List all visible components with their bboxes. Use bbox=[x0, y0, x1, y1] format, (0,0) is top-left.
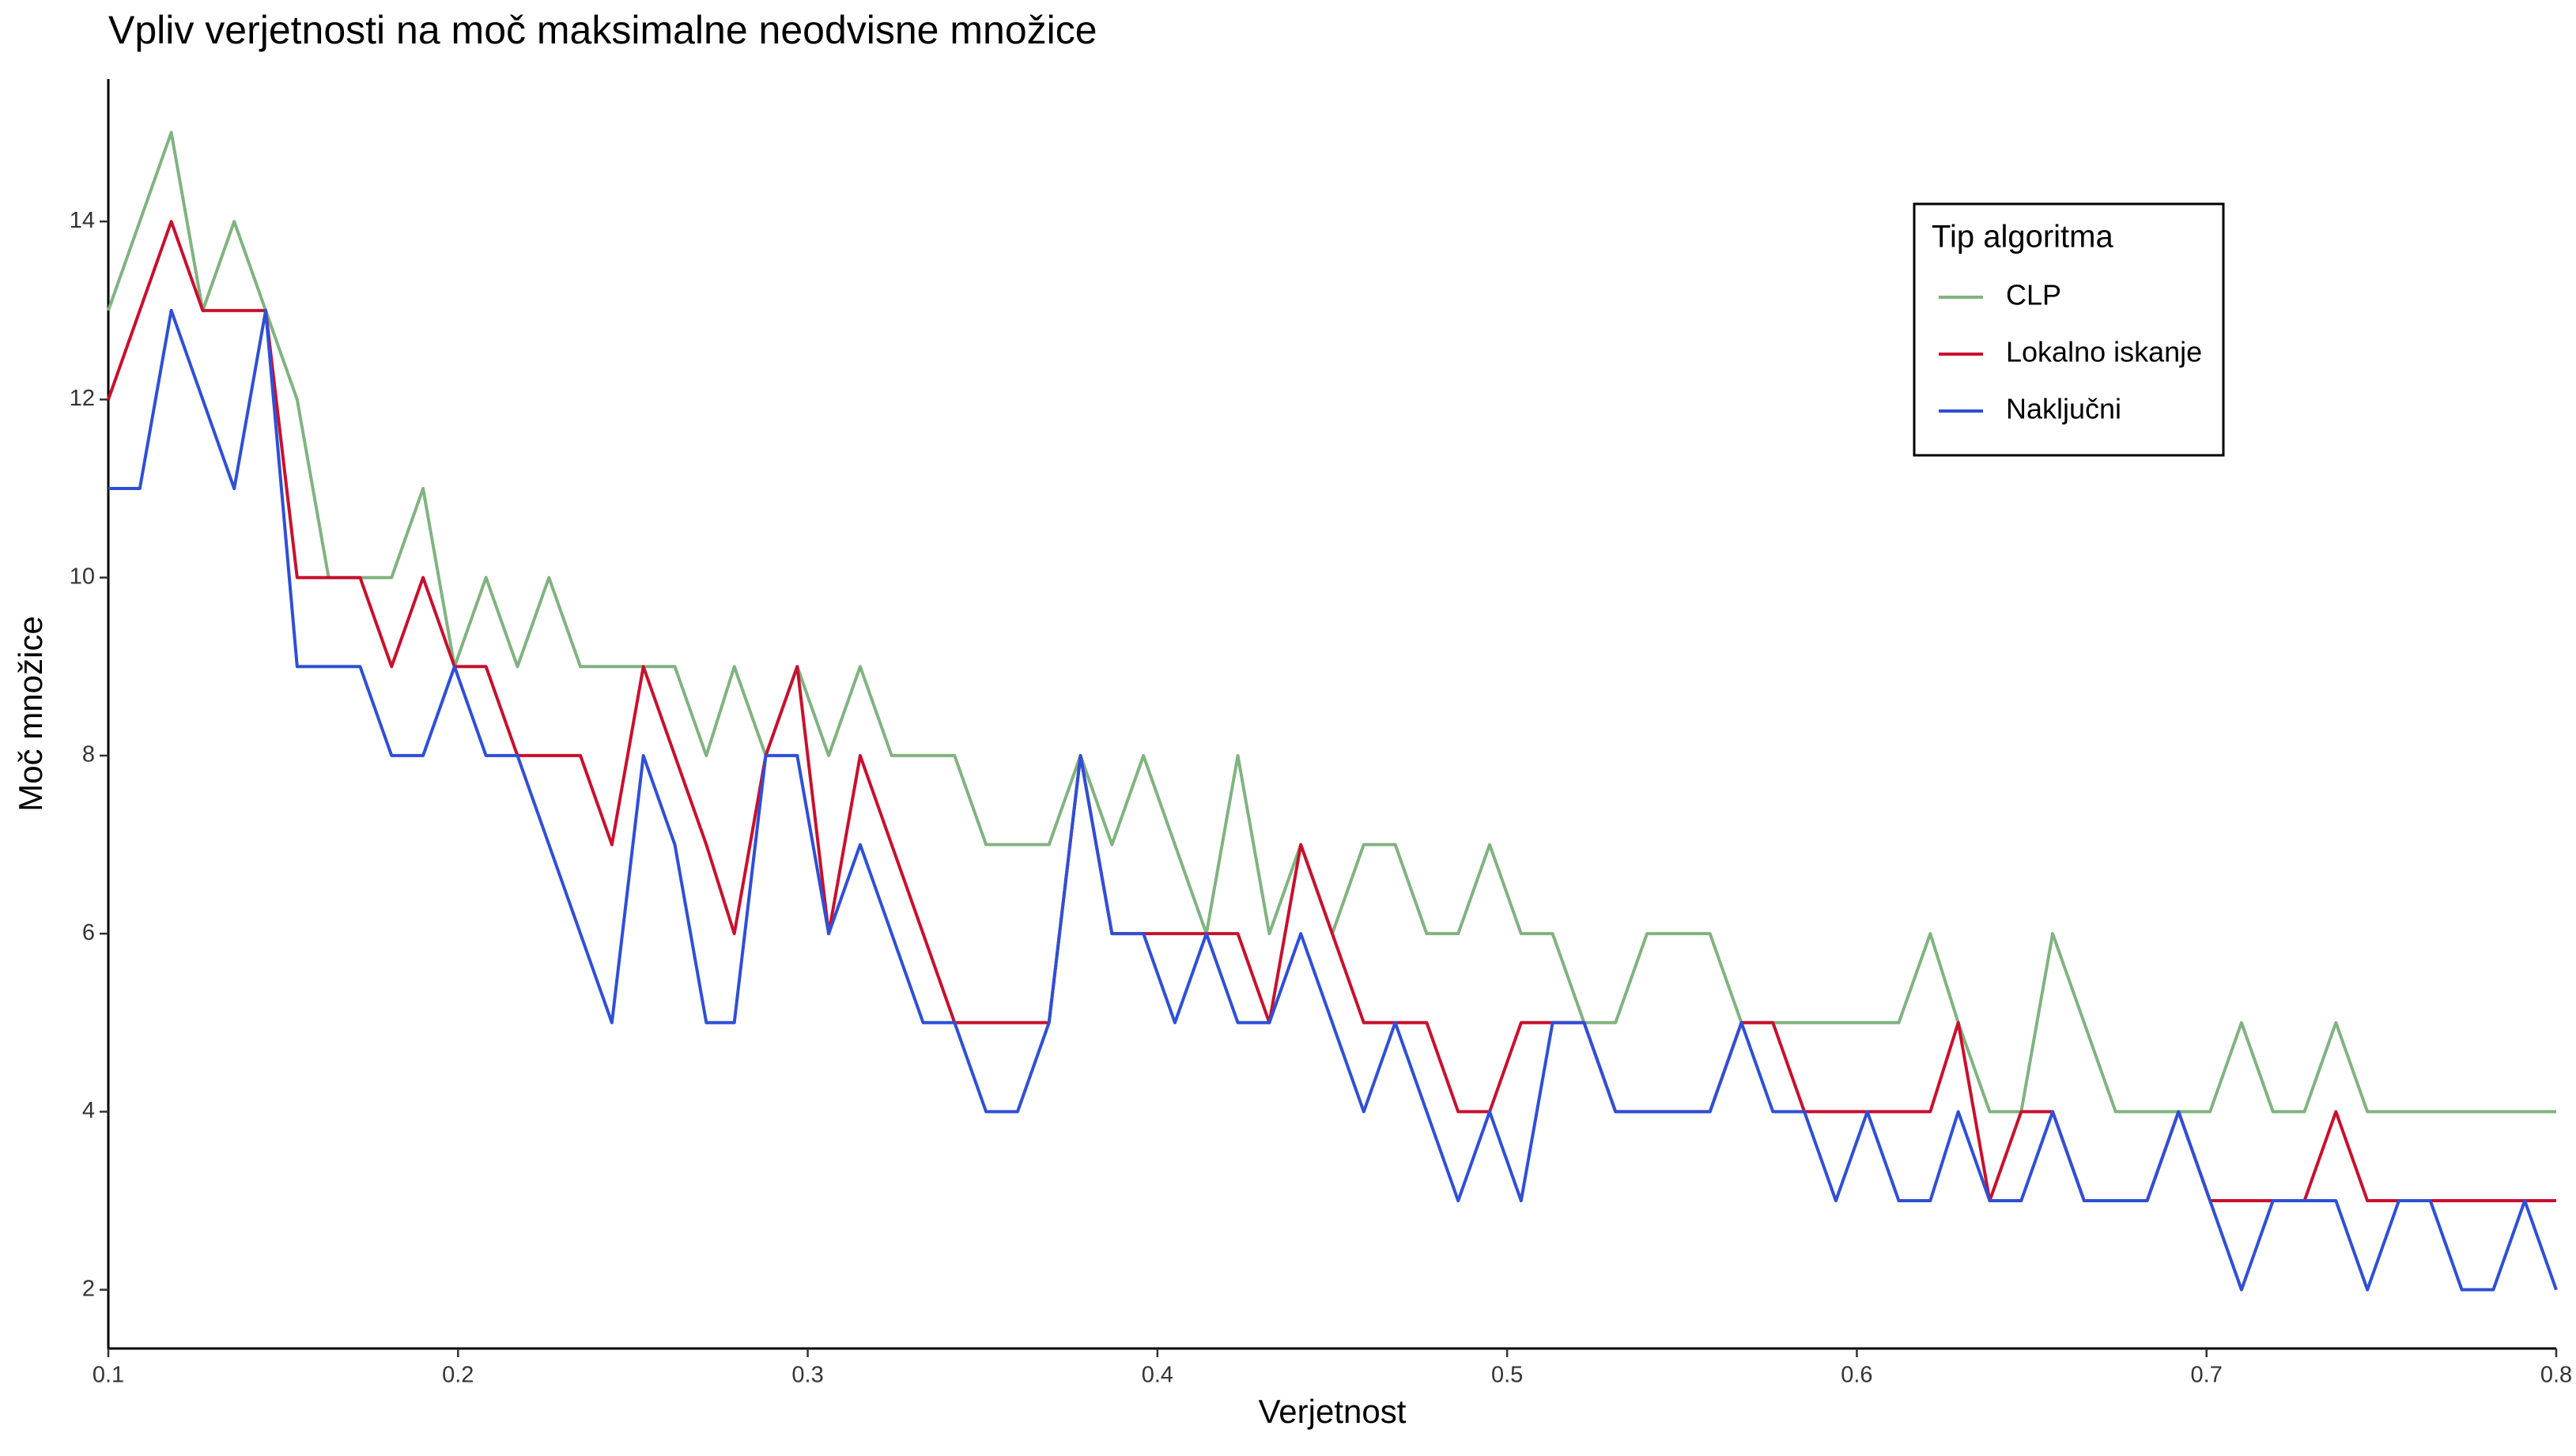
y-axis-label: Moč množice bbox=[12, 616, 49, 811]
x-tick-label: 0.2 bbox=[442, 1363, 474, 1388]
x-tick-label: 0.1 bbox=[93, 1363, 124, 1388]
x-tick-label: 0.3 bbox=[791, 1363, 823, 1388]
legend-label: Lokalno iskanje bbox=[2006, 336, 2202, 368]
x-tick-label: 0.7 bbox=[2191, 1363, 2223, 1388]
legend-label: CLP bbox=[2006, 279, 2061, 311]
chart-title: Vpliv verjetnosti na moč maksimalne neod… bbox=[108, 8, 1097, 52]
y-tick-label: 10 bbox=[70, 564, 95, 589]
y-tick-label: 4 bbox=[82, 1098, 95, 1123]
y-tick-label: 14 bbox=[70, 208, 95, 233]
legend: Tip algoritma CLP Lokalno iskanje Naključni bbox=[1913, 202, 2225, 457]
y-tick-label: 2 bbox=[82, 1276, 95, 1301]
x-axis-label: Verjetnost bbox=[1259, 1393, 1407, 1430]
y-tick-label: 8 bbox=[82, 742, 95, 768]
legend-box bbox=[1913, 202, 2225, 457]
legend-label: Naključni bbox=[2006, 393, 2121, 425]
legend-title: Tip algoritma bbox=[1932, 220, 2113, 255]
series-line bbox=[108, 308, 2558, 1292]
y-tick-label: 6 bbox=[82, 920, 95, 945]
x-tick-label: 0.4 bbox=[1142, 1363, 1173, 1388]
y-tick-label: 12 bbox=[70, 386, 95, 411]
x-tick-label: 0.5 bbox=[1491, 1363, 1523, 1388]
x-tick-label: 0.8 bbox=[2540, 1363, 2572, 1388]
x-tick-label: 0.6 bbox=[1841, 1363, 1872, 1388]
